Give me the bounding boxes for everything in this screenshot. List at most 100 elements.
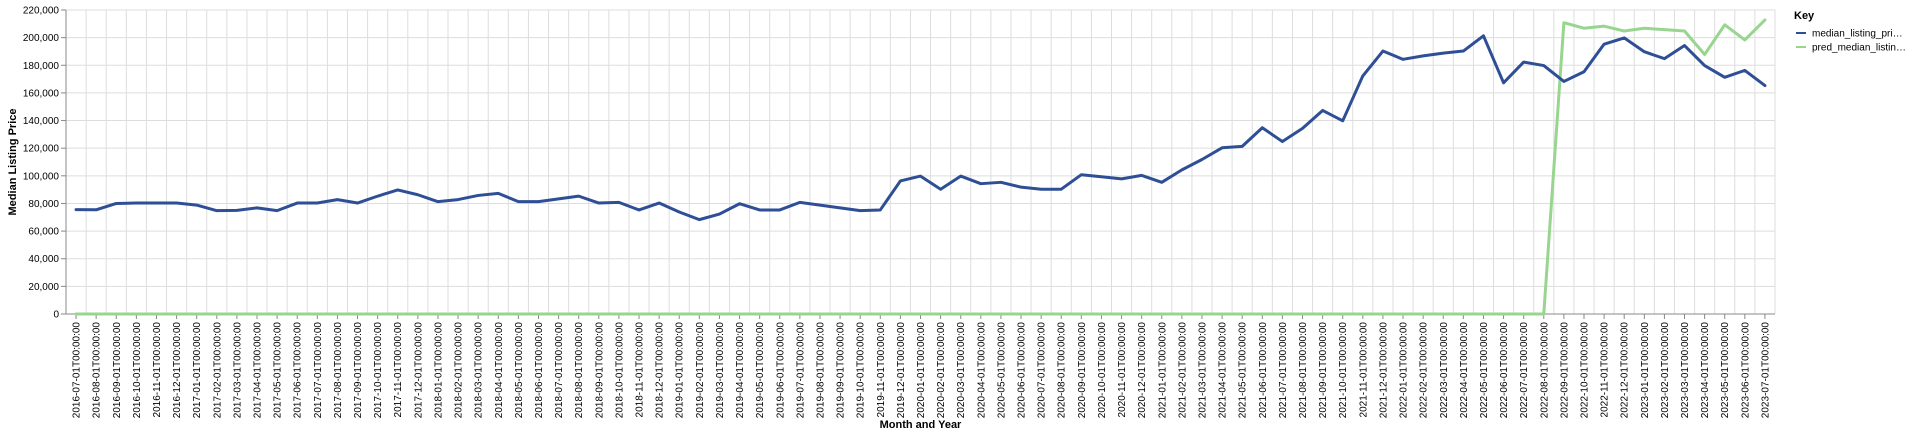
x-tick-label: 2017-11-01T00:00:00 (393, 322, 404, 418)
x-tick-label: 2021-01-01T00:00:00 (1157, 322, 1168, 419)
x-tick-label: 2017-07-01T00:00:00 (313, 322, 324, 419)
y-tick-label: 0 (53, 310, 59, 321)
x-tick-label: 2018-03-01T00:00:00 (474, 322, 485, 419)
x-tick-label: 2020-10-01T00:00:00 (1097, 322, 1108, 419)
x-tick-label: 2018-07-01T00:00:00 (554, 322, 565, 419)
y-tick-label: 20,000 (28, 282, 59, 293)
x-tick-label: 2018-06-01T00:00:00 (534, 322, 545, 419)
x-tick-label: 2016-12-01T00:00:00 (172, 322, 183, 419)
grid-lines (65, 9, 1776, 315)
x-tick-label: 2017-03-01T00:00:00 (232, 322, 243, 419)
y-tick-label: 40,000 (28, 254, 59, 265)
x-tick-label: 2020-03-01T00:00:00 (956, 322, 967, 419)
x-tick-label: 2022-12-01T00:00:00 (1620, 322, 1631, 419)
legend: Key median_listing_pri… pred_median_listi… (1794, 10, 1906, 54)
x-tick-label: 2020-06-01T00:00:00 (1017, 322, 1028, 419)
y-tick-label: 220,000 (23, 6, 60, 17)
x-tick-label: 2021-10-01T00:00:00 (1338, 322, 1349, 419)
x-tick-label: 2017-05-01T00:00:00 (273, 322, 284, 419)
x-tick-label: 2020-01-01T00:00:00 (916, 322, 927, 419)
x-tick-label: 2018-04-01T00:00:00 (494, 322, 505, 419)
series-line (74, 18, 1767, 316)
y-tick-label: 80,000 (28, 199, 59, 210)
x-tick-label: 2019-11-01T00:00:00 (876, 322, 887, 418)
x-tick-label: 2017-04-01T00:00:00 (253, 322, 264, 419)
series-lines (74, 18, 1767, 316)
y-tick-label: 100,000 (23, 171, 60, 182)
legend-title: Key (1794, 10, 1815, 22)
y-axis-title: Median Listing Price (7, 109, 19, 216)
x-tick-label: 2022-03-01T00:00:00 (1439, 322, 1450, 419)
x-tick-label: 2021-12-01T00:00:00 (1378, 322, 1389, 419)
x-tick-label: 2019-08-01T00:00:00 (815, 322, 826, 419)
x-tick-label: 2018-08-01T00:00:00 (574, 322, 585, 419)
x-tick-label: 2022-09-01T00:00:00 (1559, 322, 1570, 419)
x-tick-label: 2019-05-01T00:00:00 (755, 322, 766, 419)
x-tick-label: 2019-12-01T00:00:00 (896, 322, 907, 419)
x-tick-label: 2019-07-01T00:00:00 (795, 322, 806, 419)
x-tick-label: 2019-09-01T00:00:00 (836, 322, 847, 419)
x-tick-label: 2016-11-01T00:00:00 (152, 322, 163, 418)
x-tick-label: 2021-05-01T00:00:00 (1238, 322, 1249, 419)
x-tick-label: 2022-11-01T00:00:00 (1600, 322, 1611, 418)
x-tick-label: 2021-04-01T00:00:00 (1218, 322, 1229, 419)
x-tick-label: 2022-08-01T00:00:00 (1539, 322, 1550, 419)
y-tick-label: 140,000 (23, 116, 60, 127)
series-line (74, 34, 1767, 222)
x-tick-label: 2018-02-01T00:00:00 (454, 322, 465, 419)
x-tick-label: 2023-05-01T00:00:00 (1720, 322, 1731, 419)
y-tick-label: 180,000 (23, 61, 60, 72)
x-tick-label: 2022-02-01T00:00:00 (1419, 322, 1430, 419)
x-tick-label: 2023-03-01T00:00:00 (1680, 322, 1691, 419)
x-tick-label: 2018-09-01T00:00:00 (594, 322, 605, 419)
x-tick-label: 2023-02-01T00:00:00 (1660, 322, 1671, 419)
x-tick-label: 2017-12-01T00:00:00 (413, 322, 424, 419)
x-tick-label: 2019-06-01T00:00:00 (775, 322, 786, 419)
x-tick-label: 2023-04-01T00:00:00 (1700, 322, 1711, 419)
x-tick-label: 2020-11-01T00:00:00 (1117, 322, 1128, 418)
y-tick-label: 120,000 (23, 144, 60, 155)
x-tick-label: 2022-04-01T00:00:00 (1459, 322, 1470, 419)
x-tick-label: 2021-08-01T00:00:00 (1298, 322, 1309, 419)
x-tick-label: 2020-04-01T00:00:00 (976, 322, 987, 419)
x-axis: 2016-07-01T00:00:00 2016-08-01T00:00:00 20… (66, 313, 1775, 419)
x-tick-label: 2017-02-01T00:00:00 (212, 322, 223, 419)
x-tick-label: 2019-03-01T00:00:00 (715, 322, 726, 419)
x-tick-label: 2020-05-01T00:00:00 (996, 322, 1007, 419)
x-tick-label: 2018-10-01T00:00:00 (614, 322, 625, 419)
legend-label: median_listing_pri… (1812, 29, 1903, 40)
x-tick-label: 2017-06-01T00:00:00 (293, 322, 304, 419)
x-tick-label: 2018-12-01T00:00:00 (655, 322, 666, 419)
x-axis-title: Month and Year (880, 419, 962, 431)
x-tick-label: 2019-01-01T00:00:00 (675, 322, 686, 419)
x-tick-label: 2020-08-01T00:00:00 (1057, 322, 1068, 419)
x-tick-label: 2022-05-01T00:00:00 (1479, 322, 1490, 419)
y-tick-label: 160,000 (23, 88, 60, 99)
x-tick-label: 2020-02-01T00:00:00 (936, 322, 947, 419)
x-tick-label: 2023-01-01T00:00:00 (1640, 322, 1651, 419)
x-tick-label: 2019-04-01T00:00:00 (735, 322, 746, 419)
x-tick-label: 2017-08-01T00:00:00 (333, 322, 344, 419)
y-tick-label: 200,000 (23, 33, 60, 44)
legend-label: pred_median_listin… (1812, 43, 1906, 54)
x-tick-label: 2016-07-01T00:00:00 (72, 322, 83, 419)
x-tick-label: 2018-11-01T00:00:00 (635, 322, 646, 418)
x-tick-label: 2017-01-01T00:00:00 (192, 322, 203, 419)
x-tick-label: 2018-01-01T00:00:00 (433, 322, 444, 419)
x-tick-label: 2021-09-01T00:00:00 (1318, 322, 1329, 419)
x-tick-label: 2020-12-01T00:00:00 (1137, 322, 1148, 419)
x-tick-label: 2016-09-01T00:00:00 (112, 322, 123, 419)
x-tick-label: 2017-09-01T00:00:00 (353, 322, 364, 419)
x-tick-label: 2021-07-01T00:00:00 (1278, 322, 1289, 419)
y-tick-label: 60,000 (28, 227, 59, 238)
x-tick-label: 2018-05-01T00:00:00 (514, 322, 525, 419)
x-tick-label: 2020-07-01T00:00:00 (1037, 322, 1048, 419)
y-axis: 0 20,000 40,000 60,000 80,000 100,000 120,000 1… (23, 6, 67, 321)
x-tick-label: 2019-10-01T00:00:00 (856, 322, 867, 419)
x-tick-label: 2022-07-01T00:00:00 (1519, 322, 1530, 419)
x-tick-label: 2021-02-01T00:00:00 (1177, 322, 1188, 419)
x-tick-label: 2017-10-01T00:00:00 (373, 322, 384, 419)
x-tick-label: 2021-11-01T00:00:00 (1358, 322, 1369, 418)
x-tick-label: 2016-10-01T00:00:00 (132, 322, 143, 419)
